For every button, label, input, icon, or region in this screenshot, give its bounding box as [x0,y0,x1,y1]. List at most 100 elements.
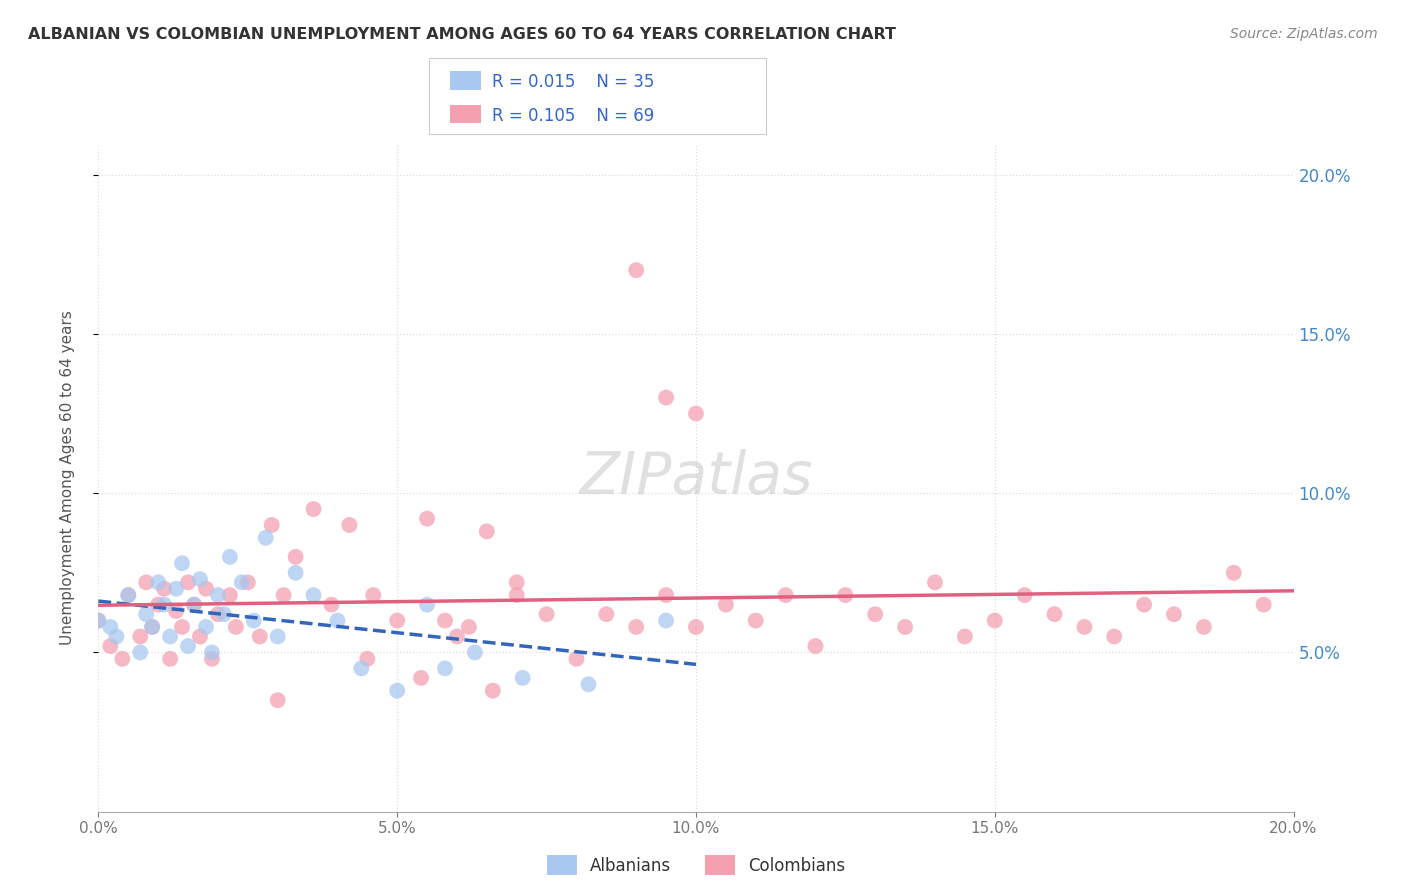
Point [714,598,737,612]
Point [188,572,211,586]
Point [804,639,827,653]
Point [159,630,181,644]
Point [385,614,409,628]
Point [411,671,433,685]
Point [775,588,797,602]
Text: ALBANIAN VS COLOMBIAN UNEMPLOYMENT AMONG AGES 60 TO 64 YEARS CORRELATION CHART: ALBANIAN VS COLOMBIAN UNEMPLOYMENT AMONG… [28,27,896,42]
Point [434,661,457,675]
Point [135,607,157,622]
Point [105,630,128,644]
Point [655,588,678,602]
Text: R = 0.015    N = 35: R = 0.015 N = 35 [492,73,654,91]
Point [236,575,259,590]
Point [481,683,505,698]
Point [1104,630,1126,644]
Point [434,614,457,628]
Point [834,588,856,602]
Point [626,263,648,277]
Point [512,671,534,685]
Point [416,598,439,612]
Point [231,575,253,590]
Point [188,630,211,644]
Point [177,575,200,590]
Point [183,598,205,612]
Legend: Albanians, Colombians: Albanians, Colombians [538,847,853,884]
Point [207,588,229,602]
Point [326,614,349,628]
Point [219,588,242,602]
Point [129,630,152,644]
Text: ZIPatlas: ZIPatlas [579,449,813,506]
Point [506,575,529,590]
Point [87,614,110,628]
Point [865,607,887,622]
Point [201,645,224,659]
Point [141,620,163,634]
Point [249,630,271,644]
Point [385,683,409,698]
Point [464,645,486,659]
Point [1253,598,1275,612]
Point [416,511,439,525]
Point [267,693,290,707]
Point [745,614,768,628]
Point [159,652,181,666]
Point [924,575,946,590]
Point [458,620,481,634]
Point [212,607,235,622]
Point [284,566,307,580]
Point [100,620,122,634]
Point [117,588,139,602]
Point [1133,598,1156,612]
Point [195,620,218,634]
Point [111,652,134,666]
Point [685,407,707,421]
Text: R = 0.105    N = 69: R = 0.105 N = 69 [492,107,654,125]
Y-axis label: Unemployment Among Ages 60 to 64 years: Unemployment Among Ages 60 to 64 years [60,310,75,645]
Point [302,588,325,602]
Point [100,639,122,653]
Point [129,645,152,659]
Point [148,598,170,612]
Point [1043,607,1066,622]
Point [273,588,295,602]
Point [153,582,176,596]
Point [1073,620,1095,634]
Point [363,588,385,602]
Point [302,502,325,516]
Point [148,575,170,590]
Point [578,677,600,691]
Point [1163,607,1185,622]
Point [117,588,139,602]
Point [165,582,187,596]
Point [339,518,360,533]
Point [1014,588,1036,602]
Point [254,531,277,545]
Point [243,614,266,628]
Point [984,614,1007,628]
Point [153,598,176,612]
Point [595,607,617,622]
Point [356,652,378,666]
Point [321,598,343,612]
Point [165,604,187,618]
Point [655,614,678,628]
Point [284,549,307,564]
Point [225,620,247,634]
Point [626,620,648,634]
Point [536,607,558,622]
Point [87,614,110,628]
Point [183,598,205,612]
Point [446,630,468,644]
Point [172,556,194,570]
Point [506,588,529,602]
Point [141,620,163,634]
Point [1192,620,1215,634]
Point [655,391,678,405]
Point [172,620,194,634]
Point [953,630,976,644]
Point [894,620,917,634]
Text: Source: ZipAtlas.com: Source: ZipAtlas.com [1230,27,1378,41]
Point [475,524,498,539]
Point [260,518,283,533]
